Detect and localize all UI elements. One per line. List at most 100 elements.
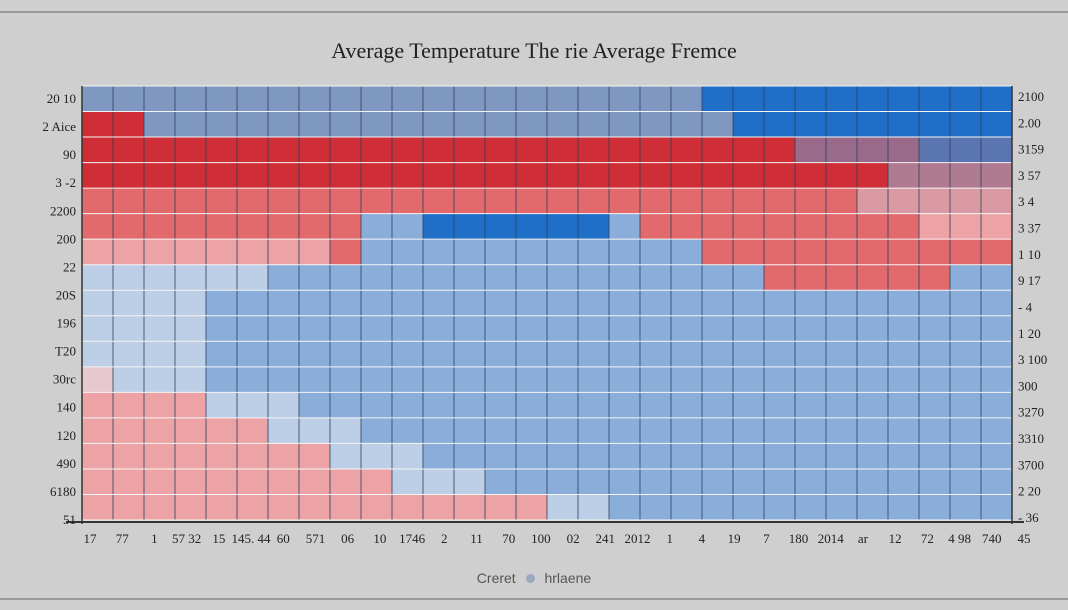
right-tick-label: 3 57: [1018, 168, 1041, 183]
heatmap-cell: [299, 111, 331, 138]
heatmap-cell: [609, 239, 641, 266]
heatmap-cell: [485, 392, 517, 419]
heatmap-cell: [82, 494, 114, 521]
heatmap-cell: [609, 213, 641, 240]
heatmap-cell: [826, 188, 858, 215]
bottom-tick-label: 7: [763, 531, 770, 546]
heatmap-cell: [795, 494, 827, 521]
heatmap-cell: [423, 392, 455, 419]
heatmap-cell: [454, 188, 486, 215]
heatmap-cell: [392, 468, 424, 495]
heatmap-cell: [671, 213, 703, 240]
heatmap-cell: [330, 341, 362, 368]
heatmap-cell: [826, 137, 858, 164]
heatmap-cell: [206, 366, 238, 393]
heatmap-cell: [82, 315, 114, 342]
heatmap-cell: [361, 494, 393, 521]
heatmap-cell: [857, 494, 889, 521]
heatmap-cell: [733, 239, 765, 266]
bottom-tick-label: 1: [666, 531, 673, 546]
heatmap-cell: [795, 86, 827, 113]
heatmap-cell: [733, 213, 765, 240]
heatmap-cell: [671, 239, 703, 266]
heatmap-cell: [144, 315, 176, 342]
heatmap-cell: [175, 392, 207, 419]
heatmap-cell: [454, 392, 486, 419]
heatmap-cell: [175, 86, 207, 113]
heatmap-cell: [702, 213, 734, 240]
heatmap-cell: [609, 443, 641, 470]
heatmap-cell: [175, 239, 207, 266]
heatmap-cell: [795, 111, 827, 138]
heatmap-cell: [547, 86, 579, 113]
heatmap-cell: [671, 417, 703, 444]
heatmap-cell: [113, 162, 145, 189]
right-tick-label: 3700: [1018, 457, 1044, 472]
heatmap-cell: [640, 162, 672, 189]
heatmap-cell: [733, 111, 765, 138]
bottom-tick-label: 2012: [625, 531, 651, 546]
heatmap-cell: [485, 417, 517, 444]
heatmap-cell: [82, 290, 114, 317]
heatmap-cell: [268, 239, 300, 266]
heatmap-cell: [826, 264, 858, 291]
heatmap-cell: [826, 86, 858, 113]
heatmap-cell: [423, 341, 455, 368]
heatmap-cell: [206, 239, 238, 266]
heatmap-cell: [268, 443, 300, 470]
heatmap-cell: [299, 264, 331, 291]
heatmap-cell: [330, 494, 362, 521]
heatmap-cell: [578, 111, 610, 138]
heatmap-cell: [578, 264, 610, 291]
heatmap-cell: [516, 162, 548, 189]
heatmap-cell: [671, 86, 703, 113]
heatmap-cell: [671, 315, 703, 342]
heatmap-cell: [454, 417, 486, 444]
heatmap-cell: [82, 366, 114, 393]
heatmap-cell: [485, 239, 517, 266]
heatmap-cell: [981, 468, 1013, 495]
heatmap-cell: [609, 188, 641, 215]
heatmap-cell: [919, 366, 951, 393]
heatmap-cell: [888, 264, 920, 291]
heatmap-cell: [113, 417, 145, 444]
heatmap-cell: [578, 290, 610, 317]
heatmap-cell: [795, 468, 827, 495]
heatmap-cell: [764, 111, 796, 138]
heatmap-cell: [423, 137, 455, 164]
heatmap-cell: [764, 366, 796, 393]
left-tick-label: 22: [63, 259, 76, 274]
heatmap-cell: [950, 341, 982, 368]
heatmap-cell: [392, 239, 424, 266]
heatmap-cell: [826, 417, 858, 444]
heatmap-cell: [950, 188, 982, 215]
heatmap-cell: [795, 290, 827, 317]
heatmap-cell: [454, 137, 486, 164]
heatmap-cell: [268, 341, 300, 368]
heatmap-cell: [981, 341, 1013, 368]
heatmap-cell: [361, 239, 393, 266]
heatmap-cell: [857, 137, 889, 164]
bottom-tick-label: 740: [982, 531, 1002, 546]
heatmap-cell: [609, 392, 641, 419]
heatmap-cell: [113, 494, 145, 521]
left-tick-label: 2 Aice: [42, 119, 76, 134]
bottom-border: [0, 598, 1068, 600]
heatmap-cell: [640, 417, 672, 444]
heatmap-cell: [919, 341, 951, 368]
heatmap-cell: [795, 137, 827, 164]
heatmap-cell: [950, 468, 982, 495]
heatmap-cell: [857, 111, 889, 138]
heatmap-cell: [826, 111, 858, 138]
heatmap-cell: [671, 392, 703, 419]
heatmap-cell: [392, 162, 424, 189]
heatmap-cell: [82, 341, 114, 368]
heatmap-cell: [299, 443, 331, 470]
heatmap-cell: [888, 443, 920, 470]
heatmap-cell: [113, 366, 145, 393]
heatmap-cell: [268, 137, 300, 164]
heatmap-cell: [764, 443, 796, 470]
heatmap-cell: [485, 366, 517, 393]
heatmap-cell: [237, 315, 269, 342]
heatmap-cell: [826, 443, 858, 470]
